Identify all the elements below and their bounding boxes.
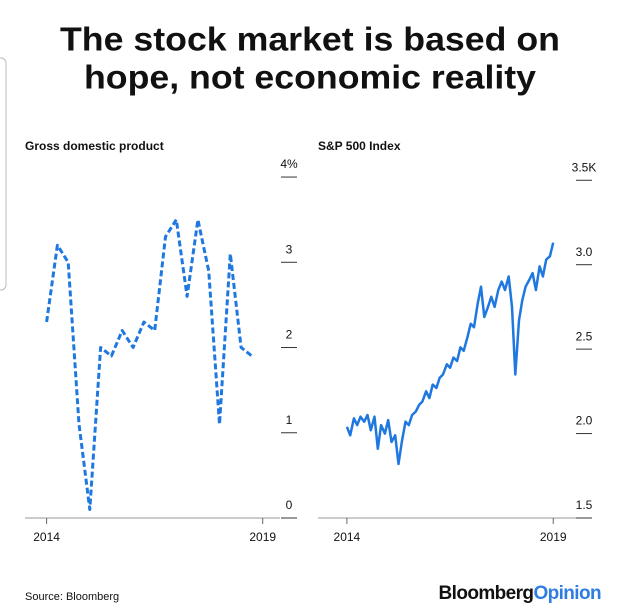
y-tick-label: 4% <box>280 157 298 171</box>
screen-edge <box>0 57 7 291</box>
y-tick-label: 0 <box>286 498 293 512</box>
x-tick-label: 2014 <box>33 530 60 544</box>
y-tick-label: 1.5 <box>576 498 593 512</box>
logo-part: Bloomberg <box>439 583 534 604</box>
y-tick-label: 2.0 <box>576 414 593 428</box>
y-tick-label: 2 <box>286 328 293 342</box>
title: hope, not economic reality <box>84 59 537 96</box>
y-tick-label: 2.5 <box>576 329 593 343</box>
x-tick-label: 2019 <box>249 530 276 544</box>
logo: BloombergOpinion <box>439 583 601 604</box>
chart-subtitle: S&P 500 Index <box>318 139 401 153</box>
x-tick-label: 2014 <box>334 530 361 544</box>
chart-subtitle: Gross domestic product <box>25 139 164 153</box>
title: The stock market is based on <box>60 21 560 58</box>
x-tick-label: 2019 <box>540 530 567 544</box>
y-tick-label: 3.0 <box>576 245 593 259</box>
y-tick-label: 1 <box>286 413 293 427</box>
data-line <box>45 218 253 511</box>
logo-part: Opinion <box>533 583 601 604</box>
source: Source: Bloomberg <box>25 591 119 603</box>
y-tick-label: 3.5K <box>572 160 597 174</box>
data-line <box>345 242 555 466</box>
y-tick-label: 3 <box>286 242 293 256</box>
